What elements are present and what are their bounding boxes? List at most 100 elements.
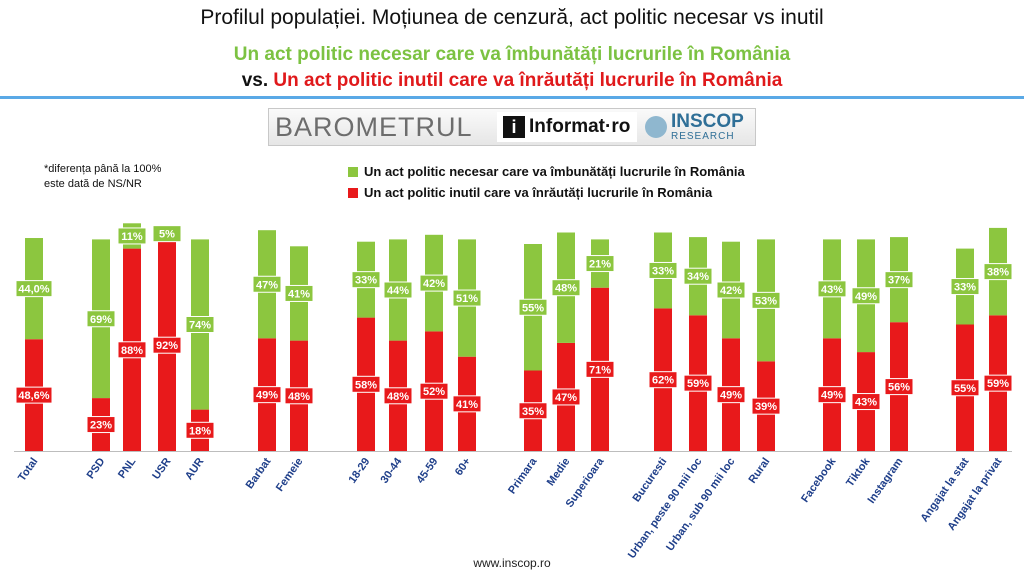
data-label-red-9: 52% (419, 382, 449, 400)
data-label-green-21: 33% (950, 278, 980, 296)
svg-text:92%: 92% (156, 340, 178, 352)
data-label-red-8: 48% (383, 387, 413, 405)
informat-logo: i Informat·ro (497, 112, 637, 142)
legend-item-red: Un act politic inutil care va înrăutăți … (348, 182, 745, 203)
svg-text:59%: 59% (987, 378, 1009, 390)
data-label-red-22: 59% (983, 374, 1013, 392)
svg-text:49%: 49% (821, 390, 843, 402)
data-label-green-5: 47% (252, 275, 282, 293)
x-tick-label: Facebook (799, 455, 839, 505)
x-tick-label: Femeie (274, 456, 306, 494)
svg-text:33%: 33% (652, 265, 674, 277)
svg-text:43%: 43% (855, 397, 877, 409)
x-tick-label: 60+ (453, 456, 474, 478)
data-label-green-15: 34% (683, 267, 713, 285)
data-label-red-6: 48% (284, 387, 314, 405)
data-label-green-17: 53% (751, 291, 781, 309)
x-tick-label: 30-44 (378, 455, 404, 486)
svg-text:43%: 43% (821, 284, 843, 296)
svg-text:21%: 21% (589, 259, 611, 271)
data-label-green-12: 48% (551, 279, 581, 297)
data-label-green-20: 37% (884, 271, 914, 289)
data-label-green-11: 55% (518, 298, 548, 316)
legend-label-green: Un act politic necesar care va îmbunătăț… (364, 164, 745, 179)
informat-wordmark: Informat·ro (529, 116, 631, 137)
data-label-green-19: 49% (851, 287, 881, 305)
data-label-red-0: 48,6% (15, 386, 53, 404)
data-label-red-5: 49% (252, 386, 282, 404)
inscop-globe-icon (645, 116, 667, 138)
svg-text:33%: 33% (954, 282, 976, 294)
svg-text:52%: 52% (423, 386, 445, 398)
svg-text:62%: 62% (652, 375, 674, 387)
x-tick-label: Medie (545, 456, 573, 488)
svg-text:44%: 44% (387, 285, 409, 297)
data-label-green-18: 43% (817, 280, 847, 298)
data-label-green-4: 74% (185, 316, 215, 333)
data-label-green-13: 21% (585, 255, 615, 273)
svg-text:55%: 55% (954, 383, 976, 395)
x-tick-label: USR (150, 456, 173, 482)
svg-text:48,6%: 48,6% (18, 390, 49, 402)
data-label-red-2: 88% (117, 341, 147, 359)
x-tick-label: Primara (506, 455, 540, 496)
chart-title: Profilul populației. Moțiunea de cenzură… (200, 6, 824, 29)
svg-text:41%: 41% (456, 399, 478, 411)
data-label-red-17: 39% (751, 397, 781, 415)
data-label-red-19: 43% (851, 393, 881, 411)
x-tick-label: 45-59 (414, 456, 440, 486)
inscop-research: RESEARCH (671, 130, 735, 142)
data-label-red-1: 23% (86, 416, 116, 434)
data-label-green-2: 11% (117, 227, 147, 245)
data-label-red-7: 58% (351, 375, 381, 393)
svg-text:48%: 48% (555, 283, 577, 295)
svg-text:55%: 55% (522, 302, 544, 314)
svg-text:49%: 49% (256, 390, 278, 402)
x-tick-label: 18-29 (346, 456, 372, 486)
data-label-green-14: 33% (648, 261, 678, 279)
svg-text:47%: 47% (256, 279, 278, 291)
x-tick-label: Urban, sub 90 mii loc (664, 456, 737, 554)
svg-text:74%: 74% (189, 320, 211, 332)
data-label-green-22: 38% (983, 263, 1013, 281)
data-label-green-3: 5% (152, 225, 182, 243)
data-label-green-1: 69% (86, 310, 116, 328)
svg-text:48%: 48% (387, 391, 409, 403)
data-label-red-21: 55% (950, 379, 980, 397)
svg-text:11%: 11% (121, 231, 143, 243)
footnote: *diferența până la 100% este dată de NS/… (44, 163, 162, 190)
svg-text:71%: 71% (589, 364, 611, 376)
svg-text:37%: 37% (888, 275, 910, 287)
svg-text:49%: 49% (855, 291, 877, 303)
svg-text:48%: 48% (288, 391, 310, 403)
data-label-red-15: 59% (683, 374, 713, 392)
data-label-red-13: 71% (585, 360, 615, 378)
legend-swatch-green (348, 166, 358, 177)
svg-text:88%: 88% (121, 345, 143, 357)
x-tick-label: PSD (85, 456, 108, 481)
svg-text:58%: 58% (355, 379, 377, 391)
data-label-red-3: 92% (152, 336, 182, 354)
data-label-red-10: 41% (452, 395, 482, 413)
x-tick-label: Barbat (244, 456, 274, 492)
svg-text:42%: 42% (423, 278, 445, 290)
subtitle-red-line: vs. Un act politic inutil care va înrăut… (0, 70, 1024, 92)
svg-text:33%: 33% (355, 275, 377, 287)
data-label-red-18: 49% (817, 386, 847, 404)
data-label-red-11: 35% (518, 402, 548, 420)
data-label-green-8: 44% (383, 281, 413, 299)
svg-text:23%: 23% (90, 420, 112, 432)
legend-swatch-red (348, 187, 358, 198)
legend-label-red: Un act politic inutil care va înrăutăți … (364, 185, 713, 200)
svg-text:39%: 39% (755, 401, 777, 413)
data-label-green-16: 42% (716, 281, 746, 299)
subtitle-vs: vs. (241, 70, 269, 91)
svg-text:44,0%: 44,0% (18, 284, 49, 296)
svg-text:5%: 5% (159, 229, 175, 241)
data-label-green-10: 51% (452, 289, 482, 307)
svg-text:69%: 69% (90, 314, 112, 326)
x-tick-label: Bucuresti (631, 456, 670, 504)
legend: Un act politic necesar care va îmbunătăț… (348, 161, 745, 203)
svg-text:49%: 49% (720, 390, 742, 402)
